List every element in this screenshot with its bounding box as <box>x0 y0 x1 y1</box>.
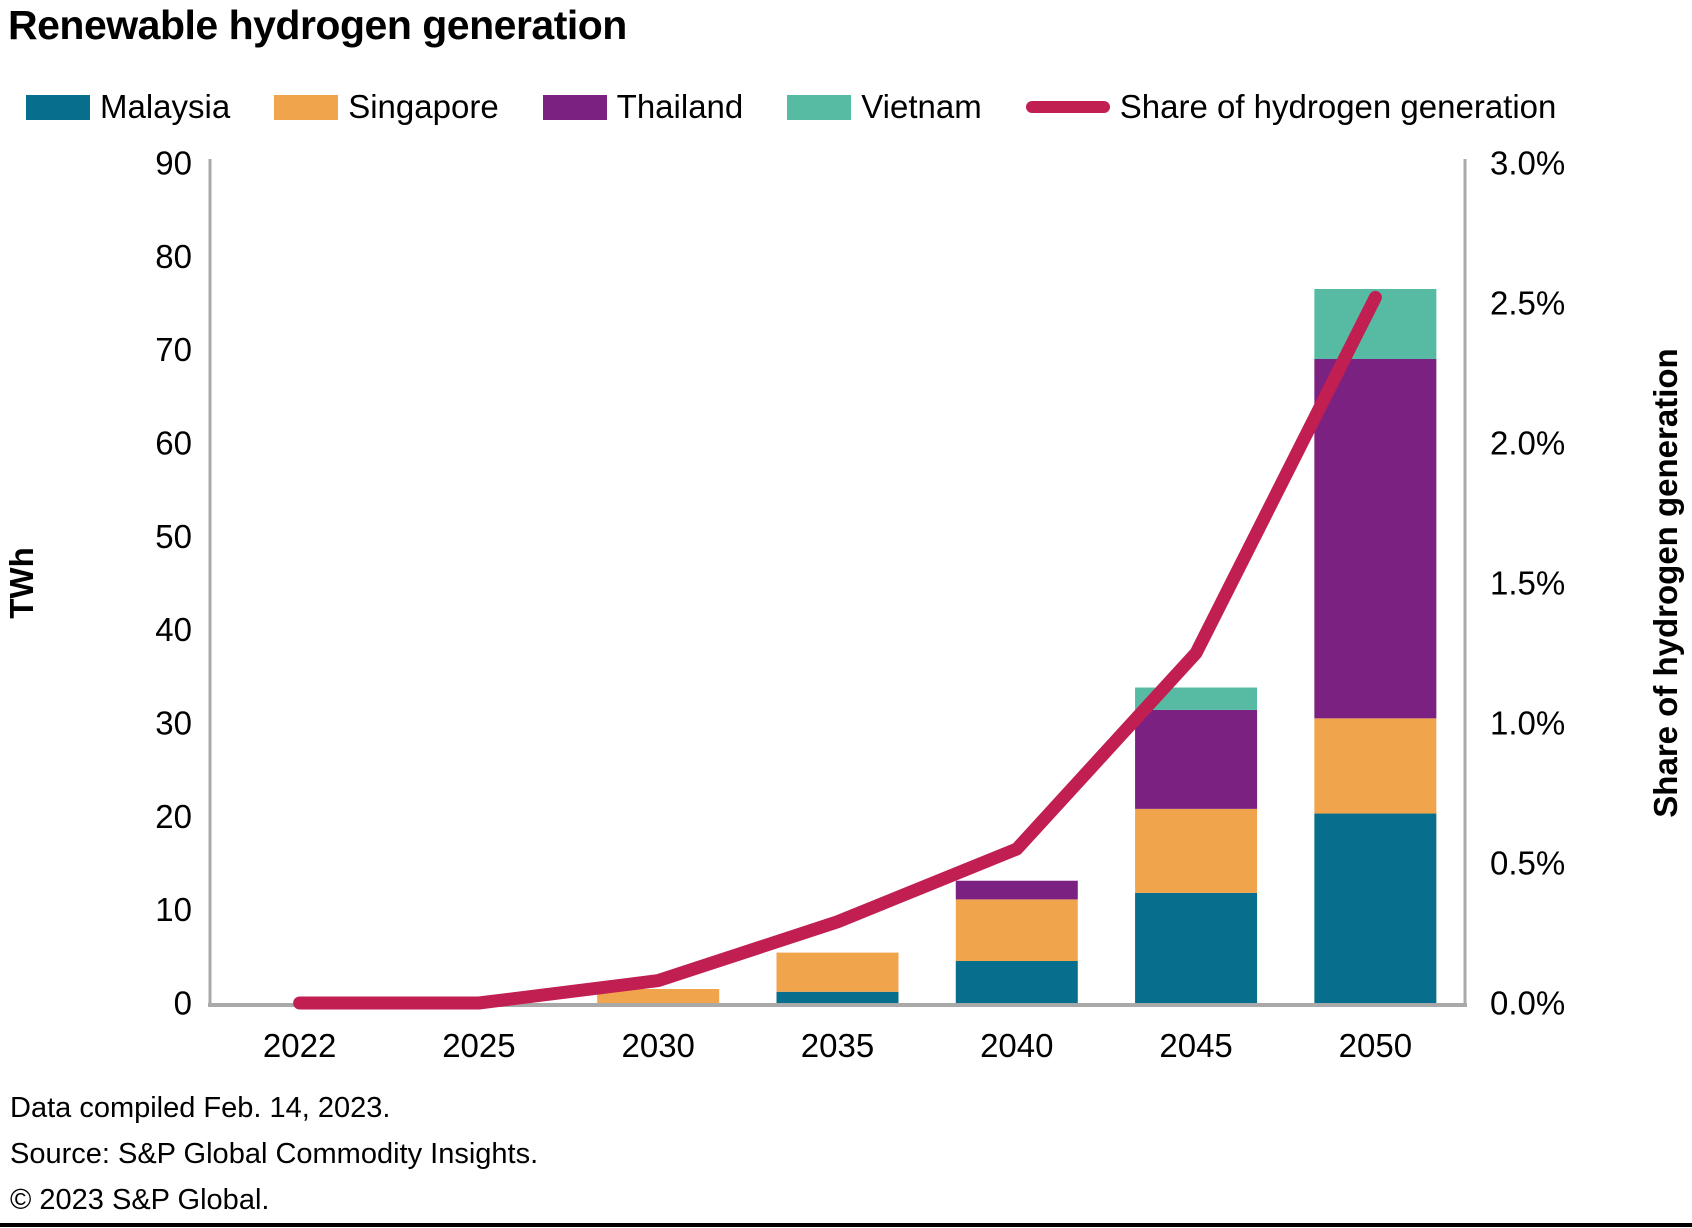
legend-label: Thailand <box>616 88 744 125</box>
bar-segment-singapore-2050 <box>1314 718 1437 814</box>
thailand-swatch-icon <box>542 94 607 120</box>
bar-segment-malaysia-2035 <box>776 991 899 1003</box>
x-axis-tick-label: 2035 <box>801 1027 874 1064</box>
share-of-hydrogen-generation-line <box>293 290 1382 1010</box>
legend-item-singapore: Singapore <box>274 88 499 126</box>
right-axis-tick-label: 2.5% <box>1490 285 1565 322</box>
x-axis-tick-label: 2022 <box>263 1027 336 1064</box>
left-axis-tick-label: 20 <box>155 798 192 835</box>
x-axis-tick-label: 2030 <box>622 1027 695 1064</box>
bar-segment-thailand-2045 <box>1135 709 1258 809</box>
legend-item-thailand: Thailand <box>542 88 744 126</box>
left-axis-tick-label: 10 <box>155 891 192 928</box>
singapore-swatch-icon <box>274 94 339 120</box>
legend-label: Singapore <box>348 88 499 125</box>
left-axis-tick-label: 40 <box>155 611 192 648</box>
footer: Data compiled Feb. 14, 2023. Source: S&P… <box>10 1085 538 1223</box>
x-axis-tick-label: 2045 <box>1159 1027 1232 1064</box>
right-axis-tick-label: 3.0% <box>1490 145 1565 182</box>
bar-segment-malaysia-2045 <box>1135 892 1258 1003</box>
left-axis-tick-label: 30 <box>155 705 192 742</box>
footer-source: Source: S&P Global Commodity Insights. <box>10 1138 539 1170</box>
legend-label: Share of hydrogen generation <box>1119 88 1557 125</box>
footer-compiled-date: Data compiled Feb. 14, 2023. <box>10 1092 391 1124</box>
left-axis-tick-label: 90 <box>155 145 192 182</box>
x-axis-tick-label: 2050 <box>1339 1027 1412 1064</box>
bar-segment-singapore-2040 <box>955 899 1078 961</box>
bar-segment-malaysia-2050 <box>1314 813 1437 1003</box>
left-axis-tick-label: 80 <box>155 238 192 275</box>
bar-segment-singapore-2030 <box>597 989 720 1003</box>
right-axis-tick-label: 0.0% <box>1490 985 1565 1022</box>
bar-segment-singapore-2035 <box>776 952 899 992</box>
vietnam-swatch-icon <box>787 94 852 120</box>
left-axis-tick-label: 50 <box>155 518 192 555</box>
legend-item-malaysia: Malaysia <box>26 88 230 126</box>
legend: Malaysia Singapore Thailand Vietnam Shar… <box>26 88 1556 126</box>
bar-segment-thailand-2050 <box>1314 359 1437 719</box>
x-axis-tick-label: 2040 <box>980 1027 1053 1064</box>
legend-label: Malaysia <box>100 88 231 125</box>
share-line-swatch-icon <box>1025 101 1110 113</box>
legend-item-share-line: Share of hydrogen generation <box>1025 88 1557 126</box>
left-axis-tick-label: 70 <box>155 331 192 368</box>
right-axis-tick-label: 0.5% <box>1490 845 1565 882</box>
bar-segment-singapore-2045 <box>1135 808 1258 893</box>
right-axis-tick-label: 2.0% <box>1490 425 1565 462</box>
legend-item-vietnam: Vietnam <box>787 88 982 126</box>
left-axis-tick-label: 0 <box>174 985 192 1022</box>
page-title: Renewable hydrogen generation <box>8 2 627 48</box>
right-axis-tick-label: 1.5% <box>1490 565 1565 602</box>
right-axis-tick-label: 1.0% <box>1490 705 1565 742</box>
bottom-border-rule <box>0 1223 1692 1227</box>
legend-label: Vietnam <box>861 88 982 125</box>
bar-segment-malaysia-2040 <box>955 961 1078 1003</box>
malaysia-swatch-icon <box>26 94 90 120</box>
footer-copyright: © 2023 S&P Global. <box>10 1184 270 1216</box>
left-axis-tick-label: 60 <box>155 425 192 462</box>
x-axis-tick-label: 2025 <box>442 1027 515 1064</box>
bar-segment-thailand-2040 <box>955 880 1078 900</box>
